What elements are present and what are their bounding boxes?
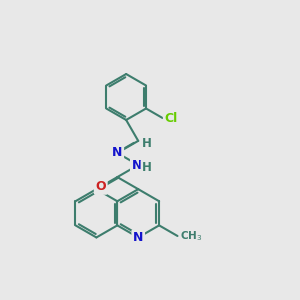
Text: H: H [142, 161, 152, 174]
Text: O: O [95, 180, 106, 193]
Text: N: N [112, 146, 122, 159]
Text: N: N [132, 158, 142, 172]
Text: CH$_3$: CH$_3$ [180, 229, 202, 243]
Text: H: H [142, 137, 152, 150]
Text: N: N [133, 231, 143, 244]
Text: Cl: Cl [164, 112, 177, 124]
